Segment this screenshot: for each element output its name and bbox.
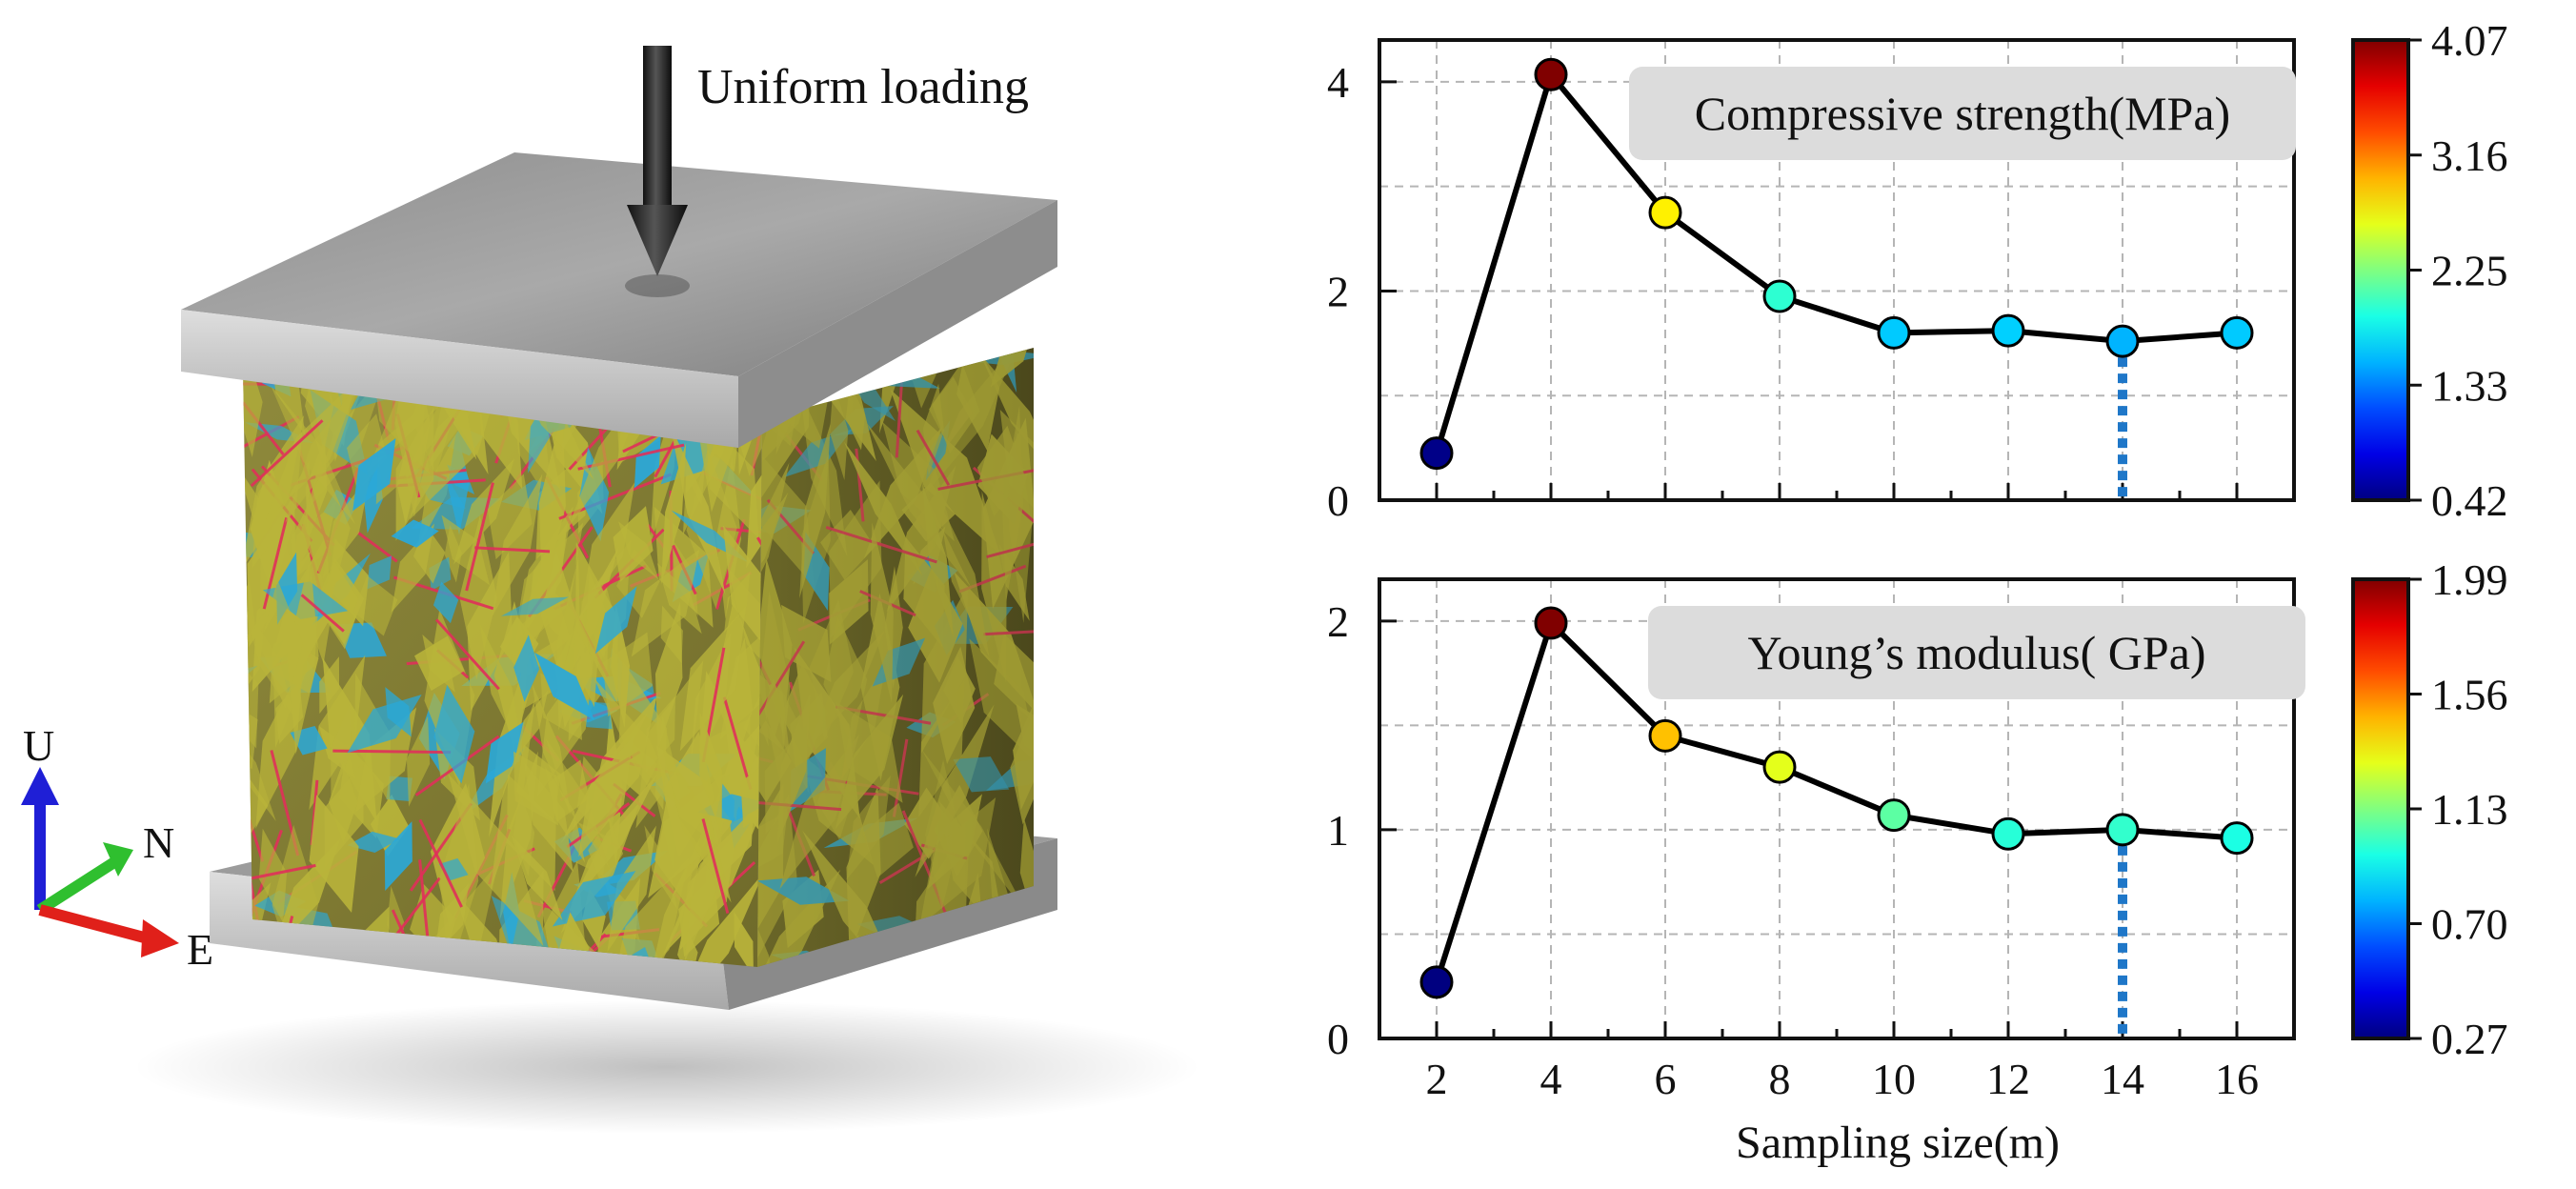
data-point — [1419, 965, 1454, 999]
legend-box — [1648, 606, 2305, 699]
colorbar-tick-label: 0.42 — [2431, 476, 2508, 525]
y-tick-label: 1 — [1327, 806, 1349, 855]
colorbar-tick-label: 2.25 — [2431, 247, 2508, 295]
legend-label: Young’s modulus( GPa) — [1747, 626, 2205, 679]
series-line — [1434, 617, 2238, 983]
y-tick-label: 0 — [1327, 476, 1349, 525]
data-point — [2105, 324, 2140, 358]
x-tick-label: 4 — [1540, 1055, 1562, 1103]
x-tick-label: 2 — [1426, 1055, 1448, 1103]
x-tick-label: 16 — [2215, 1055, 2259, 1103]
y-tick-label: 0 — [1327, 1015, 1349, 1063]
y-tick-label: 2 — [1327, 597, 1349, 646]
data-point — [1534, 606, 1568, 640]
colorbar-tick-label: 1.13 — [2431, 785, 2508, 834]
colorbar-tick-label: 1.33 — [2431, 361, 2508, 410]
top-plate-side — [738, 200, 1057, 448]
data-point — [1877, 798, 1911, 833]
top-plate-top — [181, 152, 1057, 376]
data-point — [1877, 315, 1911, 350]
x-tick-label: 10 — [1872, 1055, 1916, 1103]
coordinate-axes — [21, 767, 179, 957]
x-tick-label: 8 — [1769, 1055, 1791, 1103]
data-point — [1991, 313, 2025, 348]
data-point — [1991, 816, 2025, 851]
x-tick-label: 12 — [1986, 1055, 2030, 1103]
y-tick-label: 2 — [1327, 267, 1349, 315]
x-axis-label: Sampling size(m) — [1736, 1118, 2060, 1168]
x-tick-label: 14 — [2101, 1055, 2144, 1103]
colorbar-tick-label: 1.56 — [2431, 671, 2508, 719]
colorbar-tick-label: 1.99 — [2431, 555, 2508, 604]
y-tick-label: 4 — [1327, 58, 1349, 107]
data-point — [2220, 821, 2254, 856]
colorbar-tick-label: 4.07 — [2431, 16, 2508, 65]
series-line — [1434, 69, 2238, 454]
legend-box — [1629, 67, 2296, 160]
axis-label-n: N — [143, 818, 174, 867]
data-point — [2220, 315, 2254, 350]
data-point — [1762, 279, 1797, 313]
legend-label: Compressive strength(MPa) — [1695, 87, 2230, 140]
load-label: Uniform loading — [697, 60, 1029, 114]
data-point — [1419, 436, 1454, 471]
data-point — [1648, 718, 1682, 753]
colorbar — [2351, 38, 2410, 502]
data-point — [1648, 195, 1682, 230]
data-point — [1762, 750, 1797, 784]
load-arrow-icon — [625, 46, 690, 297]
axis-label-e: E — [187, 925, 213, 974]
chart-panel: 0 2 4 Compressive strength(MPa) 4.07 3.16 2.25… — [1327, 16, 2508, 1168]
colorbar-tick-label: 3.16 — [2431, 131, 2508, 180]
data-point — [2105, 813, 2140, 847]
x-tick-label: 6 — [1655, 1055, 1677, 1103]
colorbar-tick-label: 0.70 — [2431, 900, 2508, 949]
axis-label-u: U — [23, 721, 54, 770]
data-point — [1534, 57, 1568, 91]
top-plate-front — [181, 310, 738, 448]
compressive-strength-chart: 0 2 4 Compressive strength(MPa) 4.07 3.16 2.25… — [1327, 16, 2508, 525]
rock-specimen-illustration: Uniform loading U N E — [21, 46, 1200, 1134]
colorbar-tick-label: 0.27 — [2431, 1015, 2508, 1063]
colorbar — [2351, 577, 2410, 1040]
